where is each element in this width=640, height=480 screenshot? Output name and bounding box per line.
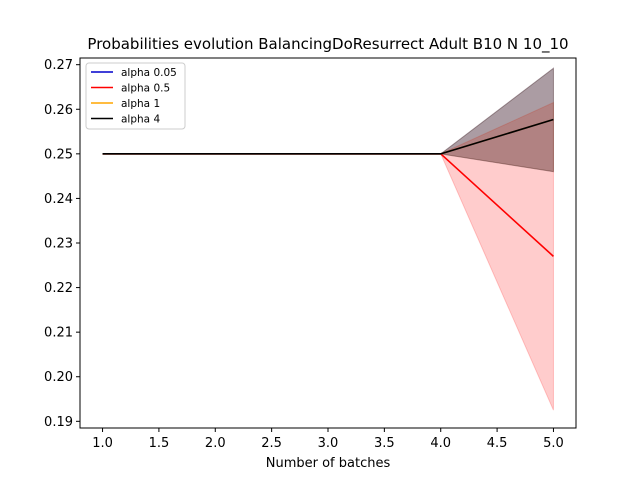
- x-tick-label: 3.5: [374, 436, 395, 451]
- x-tick-label: 3.0: [318, 436, 339, 451]
- x-tick-label: 1.5: [149, 436, 170, 451]
- x-tick-label: 1.0: [92, 436, 113, 451]
- line-series-4: [102, 118, 554, 155]
- x-axis: 1.0 1.5 2.0 2.5 3.0 3.5 4.0 4.5 5.0: [92, 428, 564, 451]
- legend-label-2: alpha 0.5: [121, 82, 170, 94]
- legend-label-4: alpha 4: [121, 113, 160, 125]
- x-tick-label: 4.0: [430, 436, 451, 451]
- chart-title: Probabilities evolution BalancingDoResur…: [87, 35, 568, 54]
- legend: alpha 0.05 alpha 0.5 alpha 1 alpha 4: [85, 62, 186, 130]
- x-tick-label: 5.0: [543, 436, 564, 451]
- y-tick-label: 0.24: [44, 192, 73, 207]
- y-tick-label: 0.26: [44, 103, 73, 118]
- x-tick-label: 2.5: [261, 436, 282, 451]
- y-axis: 0.19 0.20 0.21 0.22 0.23 0.24 0.25 0.26 0.27: [44, 58, 80, 430]
- x-tick-label: 2.0: [205, 436, 226, 451]
- plot-area: [102, 67, 554, 411]
- legend-label-3: alpha 1: [121, 98, 160, 110]
- x-tick-label: 4.5: [487, 436, 508, 451]
- legend-box: [85, 62, 186, 130]
- y-tick-label: 0.20: [44, 370, 73, 385]
- y-tick-label: 0.21: [44, 326, 73, 341]
- y-tick-label: 0.25: [44, 147, 73, 162]
- y-tick-label: 0.19: [44, 415, 73, 430]
- legend-label-1: alpha 0.05: [121, 67, 177, 79]
- series-lines: [102, 118, 554, 257]
- y-tick-label: 0.27: [44, 58, 73, 73]
- y-tick-label: 0.23: [44, 237, 73, 252]
- x-axis-label: Number of batches: [266, 456, 391, 471]
- y-tick-label: 0.22: [44, 281, 73, 296]
